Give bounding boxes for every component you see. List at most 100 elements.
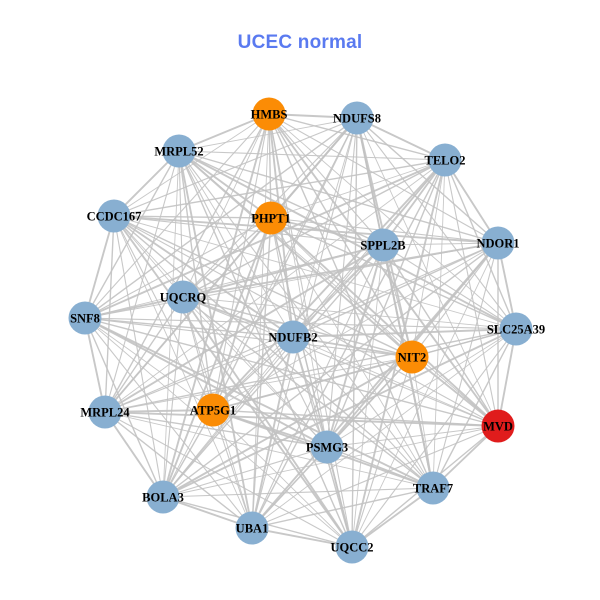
edge [351,328,517,548]
edge [113,215,253,529]
edge [104,296,184,413]
edge [270,217,499,427]
edge [84,317,164,498]
edge [84,317,253,529]
node-SNF8[interactable] [68,301,102,335]
edge [212,217,272,411]
edge [178,150,384,246]
edge [411,356,434,489]
node-ATP5G1[interactable] [196,393,230,427]
edge [182,296,353,548]
node-BOLA3[interactable] [146,480,180,514]
edge [351,242,499,548]
edge [251,446,328,529]
node-TRAF7[interactable] [416,471,450,505]
edge [113,215,294,338]
edge [182,296,214,411]
edge [104,328,517,413]
edge [178,150,446,161]
edge [84,317,499,427]
edge [104,411,164,498]
edge [113,215,499,427]
edge [178,150,328,448]
edge [104,411,328,448]
edge [113,215,328,448]
edge [292,336,413,358]
edge [182,217,272,298]
edge [351,244,384,548]
edge [326,159,446,448]
node-PSMG3[interactable] [310,430,344,464]
edge [251,425,499,529]
edge [382,244,517,330]
edge [178,150,499,244]
edge [270,217,384,246]
edge [104,356,413,413]
node-TELO2[interactable] [428,143,462,177]
edge [326,328,517,448]
edge [432,242,499,489]
node-NDOR1[interactable] [481,226,515,260]
edge [162,409,214,498]
edge [326,356,413,448]
edge [84,317,294,338]
edge [162,117,358,498]
node-HMBS[interactable] [252,97,286,131]
edge [84,317,214,411]
edge [182,113,270,298]
edge [270,159,446,219]
edge [326,446,434,489]
node-NDUFS8[interactable] [340,101,374,135]
edge [326,425,499,448]
edge [104,215,115,413]
edge [382,242,499,246]
edge [113,215,353,548]
edge [182,296,294,338]
edge [113,215,384,246]
edge [270,117,358,219]
edge [251,328,517,529]
edge [162,296,184,498]
edge [178,150,214,411]
edge [382,244,413,358]
edge [270,217,294,338]
node-layer [68,97,533,564]
edge [178,117,358,152]
node-NIT2[interactable] [395,340,429,374]
edge [113,215,184,298]
edge [178,150,184,298]
node-CCDC167[interactable] [97,199,131,233]
edge [84,150,180,319]
edge [178,150,413,358]
edge [162,446,328,498]
edge [104,244,384,413]
edge [113,215,214,411]
edge [162,328,517,498]
edge [251,244,384,529]
edge [411,159,446,358]
edge [84,217,272,319]
node-NDUFB2[interactable] [276,320,310,354]
edge [162,336,294,498]
node-UQCRQ[interactable] [166,280,200,314]
edge [113,215,499,244]
edge [162,487,434,498]
node-PHPT1[interactable] [254,201,288,235]
edge [251,527,353,548]
node-UBA1[interactable] [235,511,269,545]
edge [162,244,384,498]
edge [212,409,328,448]
node-MRPL52[interactable] [162,134,196,168]
edge [251,336,294,529]
edge [162,217,272,498]
edge [351,356,413,548]
node-SLC25A39[interactable] [499,312,533,346]
node-SPPL2B[interactable] [366,228,400,262]
edge [178,150,272,219]
node-MVD[interactable] [481,409,515,443]
edge [268,113,328,448]
node-MRPL24[interactable] [88,395,122,429]
edge [270,217,517,330]
node-UQCC2[interactable] [335,530,369,564]
